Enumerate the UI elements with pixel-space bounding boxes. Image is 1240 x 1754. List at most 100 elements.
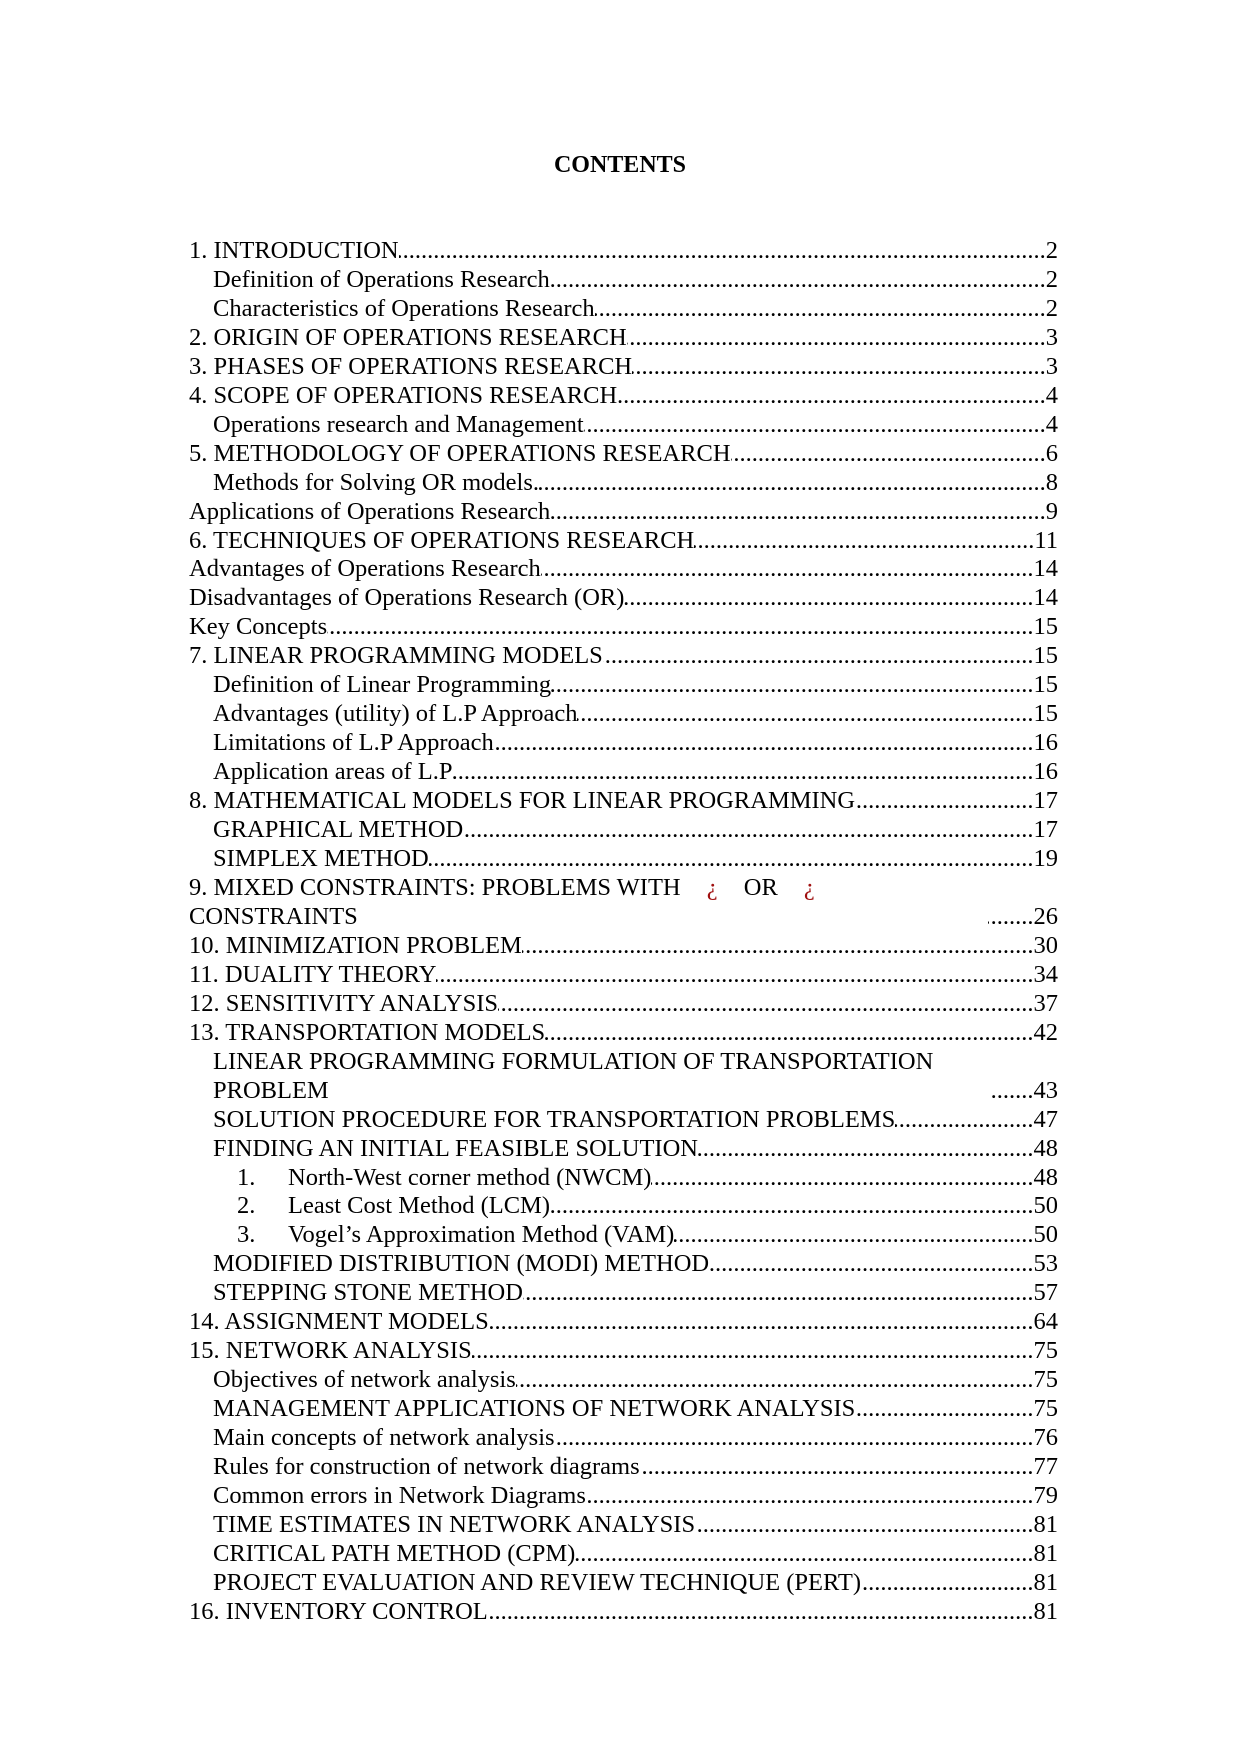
leader-dots	[855, 787, 1033, 816]
page-number: 42	[1033, 1018, 1059, 1046]
entry-title: Objectives of network analysis	[213, 1366, 516, 1394]
entry-title: MANAGEMENT APPLICATIONS OF NETWORK ANALY…	[213, 1395, 856, 1423]
leader-dots	[488, 1598, 1034, 1627]
entry-title: 9. MIXED CONSTRAINTS: PROBLEMS WITH ¿ OR…	[189, 873, 815, 930]
leader-dots	[617, 382, 1046, 411]
page-number: 81	[1033, 1510, 1059, 1538]
entry-title: 10. MINIMIZATION PROBLEM	[189, 931, 522, 959]
toc-entry: SIMPLEX METHOD 19	[189, 845, 1058, 874]
page-number: 9	[1045, 497, 1058, 525]
page-number: 8	[1045, 468, 1058, 496]
page-number: 57	[1033, 1279, 1059, 1307]
leader-dots	[577, 700, 1033, 729]
toc-entry: 2. Least Cost Method (LCM) 50	[189, 1192, 1058, 1221]
toc-entry: 3. Vogel’s Approximation Method (VAM) 50	[189, 1221, 1058, 1250]
toc-entry: Objectives of network analysis 75	[189, 1366, 1058, 1395]
entry-title: 3. PHASES OF OPERATIONS RESEARCH	[189, 352, 633, 380]
toc-entry: 1. INTRODUCTION 2	[189, 237, 1058, 266]
entry-number: 1.	[237, 1163, 256, 1191]
toc-entry: Applications of Operations Research 9	[189, 498, 1058, 527]
leader-dots	[523, 1279, 1034, 1308]
page-number: 43	[1033, 1076, 1059, 1104]
entry-title: Operations research and Management	[213, 410, 584, 438]
page-number: 81	[1033, 1539, 1059, 1567]
page-number: 50	[1033, 1221, 1059, 1249]
entry-title: 8. MATHEMATICAL MODELS FOR LINEAR PROGRA…	[189, 787, 856, 815]
toc-entry: PROJECT EVALUATION AND REVIEW TECHNIQUE …	[189, 1569, 1058, 1598]
entry-title: Definition of Linear Programming	[213, 671, 552, 699]
leader-dots	[674, 1221, 1033, 1250]
toc-entry: Advantages of Operations Research 14	[189, 555, 1058, 584]
toc-entry: Definition of Operations Research 2	[189, 266, 1058, 295]
entry-title: PROJECT EVALUATION AND REVIEW TECHNIQUE …	[213, 1568, 861, 1596]
entry-title: 6. TECHNIQUES OF OPERATIONS RESEARCH	[189, 526, 695, 554]
leader-dots	[855, 1395, 1033, 1424]
leader-dots	[429, 845, 1034, 874]
entry-title: Methods for Solving OR models.	[213, 468, 539, 496]
toc-entry: CRITICAL PATH METHOD (CPM) 81	[189, 1540, 1058, 1569]
toc-entry: 11. DUALITY THEORY 34	[189, 961, 1058, 990]
toc-entry: 1. North-West corner method (NWCM) 48	[189, 1164, 1058, 1193]
page-number: 6	[1045, 439, 1058, 467]
leader-dots	[632, 353, 1046, 382]
entry-number: 3.	[237, 1221, 256, 1249]
entry-title: Disadvantages of Operations Research (OR…	[189, 584, 625, 612]
entry-title: 4. SCOPE OF OPERATIONS RESEARCH	[189, 381, 618, 409]
toc-entry: 5. METHODOLOGY OF OPERATIONS RESEARCH 6	[189, 440, 1058, 469]
page-number: 2	[1045, 294, 1058, 322]
page-number: 3	[1045, 323, 1058, 351]
page-number: 30	[1033, 931, 1059, 959]
entry-title: 15. NETWORK ANALYSIS	[189, 1337, 472, 1365]
toc-entry: MANAGEMENT APPLICATIONS OF NETWORK ANALY…	[189, 1395, 1058, 1424]
toc-entry: TIME ESTIMATES IN NETWORK ANALYSIS 81	[189, 1511, 1058, 1540]
page-number: 15	[1033, 700, 1059, 728]
leader-dots	[694, 527, 1034, 556]
toc-entry: 16. INVENTORY CONTROL 81	[189, 1598, 1058, 1627]
page-number: 48	[1033, 1134, 1059, 1162]
leader-dots	[584, 411, 1046, 440]
toc-entry: MODIFIED DISTRIBUTION (MODI) METHOD 53	[189, 1250, 1058, 1279]
leader-dots	[541, 555, 1034, 584]
entry-title: Key Concepts	[189, 613, 328, 641]
toc-entry: Common errors in Network Diagrams 79	[189, 1482, 1058, 1511]
entry-title: Advantages (utility) of L.P Approach	[213, 700, 578, 728]
toc-list: 1. INTRODUCTION2Definition of Operations…	[189, 237, 1058, 1627]
toc-entry: Methods for Solving OR models. 8	[189, 469, 1058, 498]
page-number: 47	[1033, 1105, 1059, 1133]
page-number: 4	[1045, 381, 1058, 409]
toc-entry: 15. NETWORK ANALYSIS 75	[189, 1337, 1058, 1366]
toc-entry: Rules for construction of network diagra…	[189, 1453, 1058, 1482]
leader-dots	[516, 1366, 1034, 1395]
entry-title: GRAPHICAL METHOD	[213, 816, 464, 844]
page-number: 15	[1033, 642, 1059, 670]
page-number: 15	[1033, 613, 1059, 641]
page-number: 26	[1033, 902, 1059, 930]
toc-entry: 4. SCOPE OF OPERATIONS RESEARCH 4	[189, 382, 1058, 411]
page-number: 53	[1033, 1250, 1059, 1278]
entry-title: Definition of Operations Research	[213, 265, 550, 293]
leader-dots	[990, 1077, 1033, 1106]
entry-title: MODIFIED DISTRIBUTION (MODI) METHOD	[213, 1250, 710, 1278]
toc-entry: GRAPHICAL METHOD 17	[189, 816, 1058, 845]
page-number: 37	[1033, 989, 1059, 1017]
page-number: 16	[1033, 729, 1059, 757]
page-number: 81	[1033, 1597, 1059, 1625]
page-number: 14	[1033, 584, 1059, 612]
toc-entry: Advantages (utility) of L.P Approach 15	[189, 700, 1058, 729]
toc-entry: LINEAR PROGRAMMING FORMULATION OF TRANSP…	[189, 1048, 1058, 1106]
leader-dots	[327, 613, 1033, 642]
leader-dots	[399, 237, 1046, 266]
leader-dots	[555, 1424, 1034, 1453]
page-number: 2	[1045, 237, 1058, 264]
toc-entry: 8. MATHEMATICAL MODELS FOR LINEAR PROGRA…	[189, 787, 1058, 816]
entry-title: Least Cost Method (LCM)	[288, 1192, 550, 1220]
leader-dots	[640, 1453, 1034, 1482]
leader-dots	[651, 1164, 1033, 1193]
page-number: 11	[1034, 526, 1058, 554]
leader-dots	[463, 816, 1033, 845]
toc-entry: 3. PHASES OF OPERATIONS RESEARCH 3	[189, 353, 1058, 382]
entry-title: 12. SENSITIVITY ANALYSIS	[189, 989, 499, 1017]
page-number: 34	[1033, 960, 1059, 988]
page-number: 16	[1033, 758, 1059, 786]
toc-entry: Disadvantages of Operations Research (OR…	[189, 584, 1058, 613]
